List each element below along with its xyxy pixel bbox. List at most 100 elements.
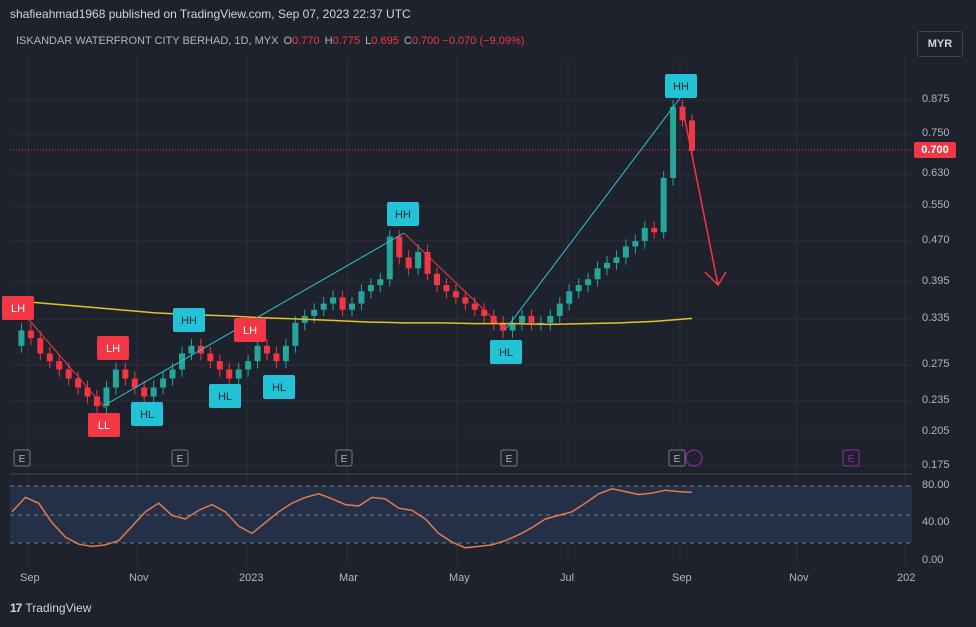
trend-up-2	[504, 97, 681, 331]
high-key: H	[324, 35, 333, 47]
candle-body	[386, 236, 393, 280]
pivot-label-hh: HH	[173, 308, 205, 332]
x-tick-label: Jul	[560, 572, 575, 584]
candle-body	[65, 369, 72, 379]
candle-body	[18, 330, 25, 346]
tradingview-logo-icon: 17	[10, 601, 22, 615]
candle-body	[103, 387, 110, 407]
candle-body	[273, 353, 280, 362]
footer-brand: TradingView	[25, 601, 92, 615]
y-tick-label: 0.335	[922, 312, 950, 324]
candle-body	[509, 322, 516, 331]
svg-text:HL: HL	[499, 347, 513, 359]
y-tick-label: 0.875	[922, 93, 950, 105]
candle-body	[358, 291, 365, 304]
candle-body	[254, 345, 261, 362]
candle-body	[594, 268, 601, 280]
candle-body	[27, 330, 34, 339]
close-key: C	[403, 35, 412, 47]
candle-body	[245, 361, 252, 370]
earnings-marker-label: E	[674, 454, 681, 465]
candle-body	[94, 396, 100, 407]
last-price-tag: 0.700	[914, 142, 956, 158]
x-tick-label: Mar	[339, 572, 358, 584]
candle-body	[122, 369, 129, 379]
pivot-label-hh: HH	[387, 202, 419, 226]
candle-body	[547, 315, 554, 323]
oscillator-level-label: 0.00	[922, 554, 944, 566]
open-key: O	[283, 35, 293, 47]
candle-body	[679, 106, 686, 121]
low-value: 0.695	[371, 35, 399, 47]
candle-body	[424, 251, 431, 274]
svg-text:LH: LH	[11, 303, 25, 315]
candle-body	[226, 369, 233, 379]
candle-body	[339, 297, 346, 310]
earnings-marker	[500, 449, 518, 467]
earnings-marker-label: E	[506, 454, 513, 465]
svg-text:HL: HL	[218, 391, 232, 403]
earnings-marker-label: E	[848, 454, 855, 465]
oscillator-level-label: 80.00	[922, 479, 950, 491]
candle-body	[434, 273, 440, 286]
candle-body	[131, 378, 138, 388]
footer: 17 TradingView	[10, 601, 91, 615]
x-tick-label: Sep	[20, 572, 40, 584]
currency-button[interactable]: MYR	[917, 31, 963, 57]
candle-body	[377, 279, 384, 286]
candle-body	[282, 345, 289, 362]
candle-body	[235, 369, 242, 379]
y-tick-label: 0.235	[922, 394, 950, 406]
candle-body	[179, 353, 185, 370]
trend-down-2	[403, 232, 506, 331]
oscillator-level-label: 40.00	[922, 516, 950, 528]
candle-body	[462, 297, 469, 304]
candle-body	[604, 262, 610, 269]
oscillator-line	[11, 487, 693, 549]
publisher-line: shafieahmad1968 published on TradingView…	[10, 7, 411, 21]
earnings-marker	[335, 449, 353, 467]
symbol-title: ISKANDAR WATERFRONT CITY BERHAD, 1D, MYX	[16, 35, 279, 47]
candle-body	[367, 285, 374, 292]
candle-body	[443, 285, 450, 292]
candle-body	[84, 387, 91, 397]
candle-body	[481, 309, 488, 316]
candle-body	[311, 309, 318, 316]
earnings-marker-label: E	[19, 454, 26, 465]
candle-body	[632, 241, 639, 247]
x-tick-label: Sep	[672, 572, 692, 584]
svg-text:HH: HH	[673, 81, 689, 93]
y-tick-label: 0.395	[922, 275, 950, 287]
y-tick-label: 0.470	[922, 234, 950, 246]
y-tick-label: 0.205	[922, 425, 950, 437]
candle-body	[660, 178, 667, 233]
svg-text:LH: LH	[106, 343, 120, 355]
projection-arrowhead	[704, 271, 727, 287]
svg-text:HH: HH	[181, 315, 197, 327]
x-tick-label: Nov	[129, 572, 149, 584]
candle-body	[46, 353, 53, 362]
candle-body	[349, 303, 355, 310]
candle-body	[216, 361, 223, 370]
close-value: 0.700	[411, 35, 440, 47]
pivot-label-hl: HL	[209, 384, 241, 408]
pivot-label-hl: HL	[490, 340, 522, 364]
candle-body	[556, 303, 563, 316]
candle-body	[56, 361, 63, 370]
candle-body	[415, 251, 422, 269]
candle-body	[188, 345, 195, 354]
x-tick-label: Nov	[789, 572, 809, 584]
svg-text:HL: HL	[272, 382, 286, 394]
candle-body	[320, 303, 327, 310]
candle-body	[150, 387, 157, 397]
candle-body	[37, 338, 44, 354]
pivot-label-hl: HL	[263, 375, 295, 399]
y-tick-label: 0.275	[922, 358, 950, 370]
low-key: L	[365, 35, 372, 47]
x-tick-label: May	[449, 572, 470, 584]
candle-body	[471, 303, 478, 310]
candle-body	[112, 369, 119, 388]
candle-body	[689, 120, 695, 151]
pivot-label-ll: LL	[88, 413, 120, 437]
